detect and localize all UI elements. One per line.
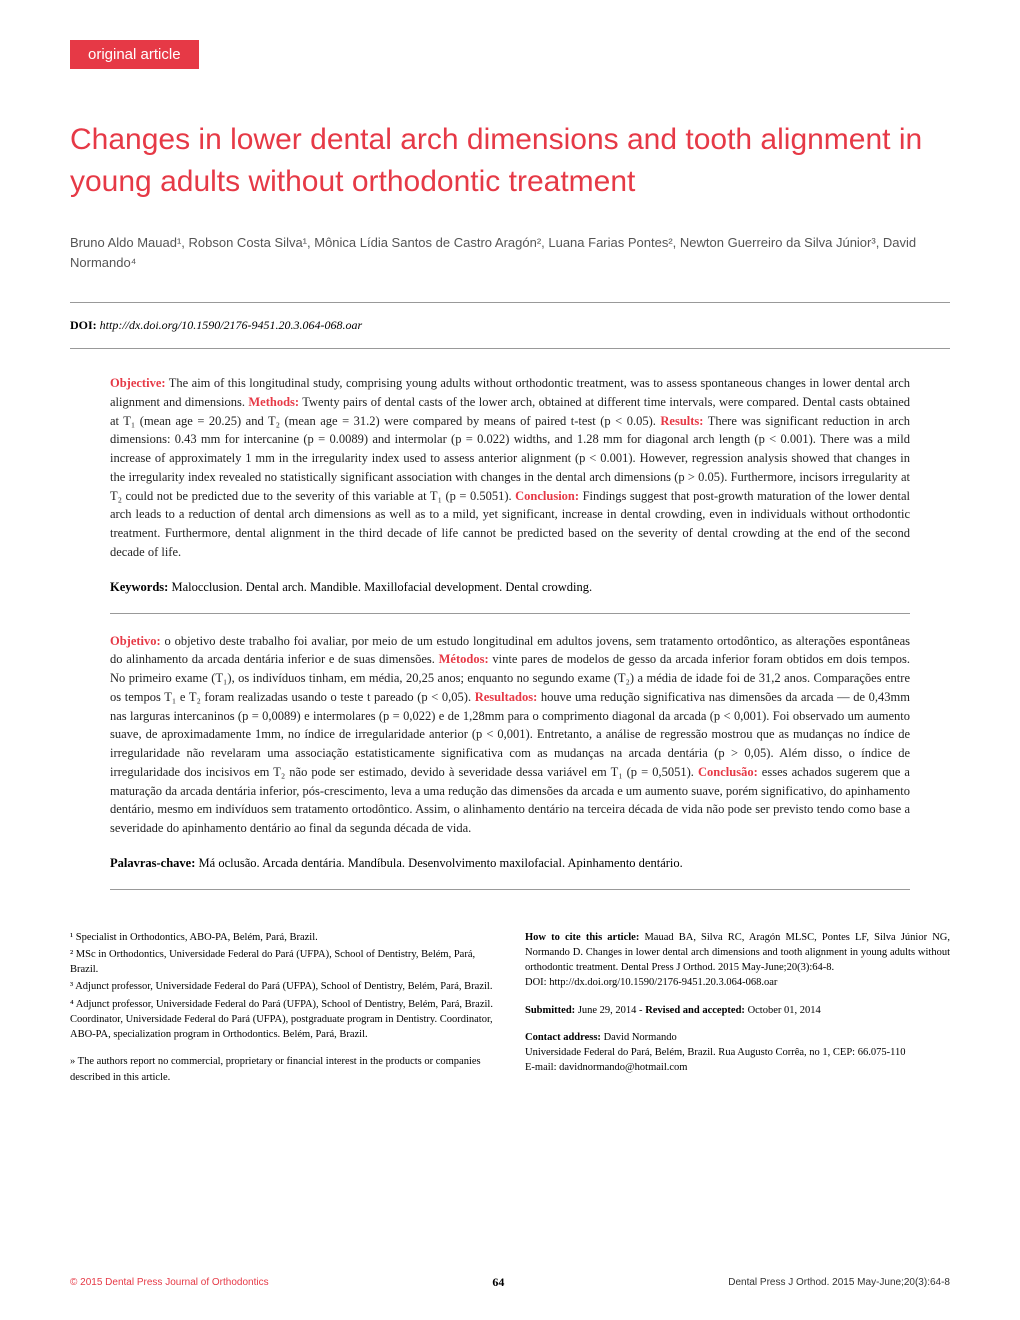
copyright: © 2015 Dental Press Journal of Orthodont… <box>70 1277 269 1288</box>
contact-paragraph: Contact address: David Normando Universi… <box>525 1030 950 1076</box>
metodos-label: Métodos: <box>439 652 489 666</box>
article-title: Changes in lower dental arch dimensions … <box>70 119 950 203</box>
keywords-text: Malocclusion. Dental arch. Mandible. Max… <box>168 580 592 594</box>
doi-url: http://dx.doi.org/10.1590/2176-9451.20.3… <box>100 318 363 332</box>
badge-prefix: original <box>88 46 136 63</box>
article-type-badge: original article <box>70 40 199 69</box>
conclusion-label: Conclusion: <box>515 489 579 503</box>
submitted-paragraph: Submitted: June 29, 2014 - Revised and a… <box>525 1003 950 1018</box>
keywords-english: Keywords: Malocclusion. Dental arch. Man… <box>70 580 950 595</box>
affiliation-2: ² MSc in Orthodontics, Universidade Fede… <box>70 947 495 977</box>
submitted-label: Submitted: <box>525 1005 575 1016</box>
affiliation-1: ¹ Specialist in Orthodontics, ABO-PA, Be… <box>70 930 495 945</box>
footer-info: ¹ Specialist in Orthodontics, ABO-PA, Be… <box>70 930 950 1088</box>
objetivo-label: Objetivo: <box>110 634 161 648</box>
keywords-label: Keywords: <box>110 580 168 594</box>
journal-reference: Dental Press J Orthod. 2015 May-June;20(… <box>728 1277 950 1288</box>
doi-line: DOI: http://dx.doi.org/10.1590/2176-9451… <box>70 318 950 333</box>
divider <box>110 889 910 890</box>
cite-doi: DOI: http://dx.doi.org/10.1590/2176-9451… <box>525 977 777 988</box>
divider <box>70 348 950 349</box>
palavras-text: Má oclusão. Arcada dentária. Mandíbula. … <box>195 856 682 870</box>
conclusao-label: Conclusão: <box>698 765 758 779</box>
citation-block: How to cite this article: Mauad BA, Silv… <box>525 930 950 1088</box>
contact-name: David Normando <box>601 1032 677 1043</box>
page-footer: © 2015 Dental Press Journal of Orthodont… <box>70 1275 950 1290</box>
revised-label: Revised and accepted: <box>645 1005 745 1016</box>
cite-label: How to cite this article: <box>525 932 639 943</box>
results-label: Results: <box>660 414 703 428</box>
cite-paragraph: How to cite this article: Mauad BA, Silv… <box>525 930 950 991</box>
doi-label: DOI: <box>70 318 97 332</box>
affiliation-3: ³ Adjunct professor, Universidade Federa… <box>70 979 495 994</box>
resultados-label: Resultados: <box>475 690 538 704</box>
abstract-portuguese: Objetivo: o objetivo deste trabalho foi … <box>70 632 950 838</box>
keywords-portuguese: Palavras-chave: Má oclusão. Arcada dentá… <box>70 856 950 871</box>
abstract-english: Objective: The aim of this longitudinal … <box>70 374 950 562</box>
divider <box>70 302 950 303</box>
page-number: 64 <box>492 1275 504 1290</box>
divider <box>110 613 910 614</box>
methods-label: Methods: <box>248 395 299 409</box>
authors-list: Bruno Aldo Mauad¹, Robson Costa Silva¹, … <box>70 233 950 272</box>
badge-main: article <box>141 46 181 63</box>
affiliations-block: ¹ Specialist in Orthodontics, ABO-PA, Be… <box>70 930 495 1088</box>
contact-label: Contact address: <box>525 1032 601 1043</box>
submitted-date: June 29, 2014 - <box>575 1005 645 1016</box>
affiliation-4: ⁴ Adjunct professor, Universidade Federa… <box>70 997 495 1043</box>
disclosure: » The authors report no commercial, prop… <box>70 1054 495 1084</box>
contact-address: Universidade Federal do Pará, Belém, Bra… <box>525 1047 905 1058</box>
palavras-label: Palavras-chave: <box>110 856 195 870</box>
contact-email: E-mail: davidnormando@hotmail.com <box>525 1062 687 1073</box>
revised-date: October 01, 2014 <box>745 1005 821 1016</box>
objective-label: Objective: <box>110 376 166 390</box>
